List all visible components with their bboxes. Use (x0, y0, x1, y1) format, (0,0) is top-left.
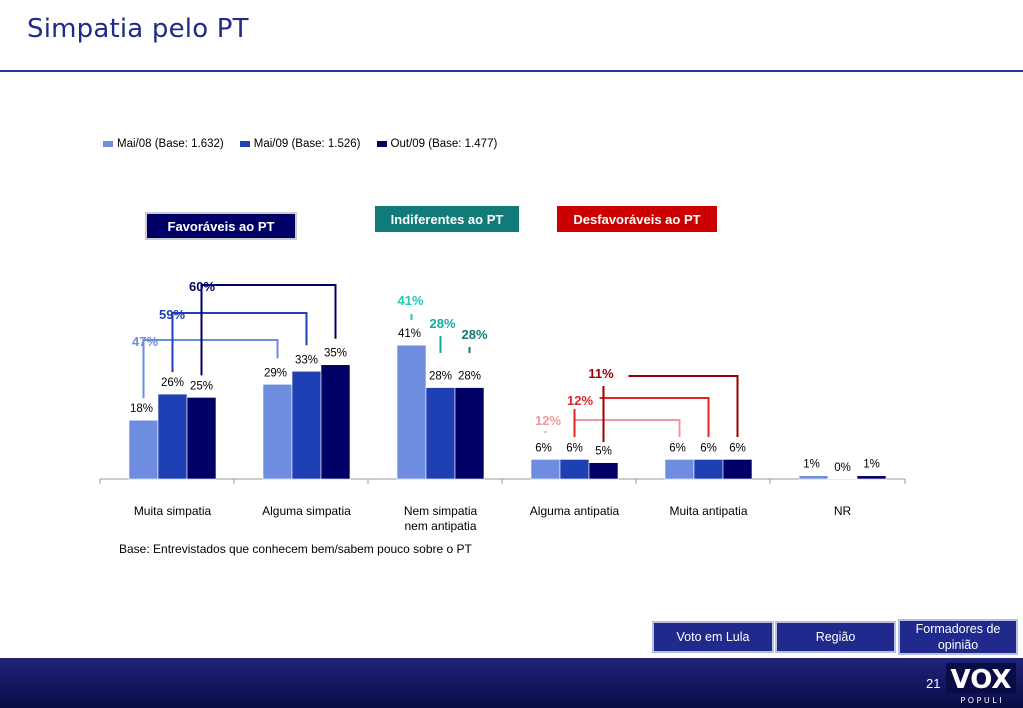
x-tick-label: Alguma antipatia (530, 504, 620, 518)
group-label-desfavoraveis: Desfavoráveis ao PT (557, 206, 717, 232)
bar-value-label: 6% (700, 442, 717, 454)
desfavoraveis-bracket (599, 397, 710, 437)
x-tick-label: Muita simpatia (134, 504, 212, 518)
bar-value-label: 0% (834, 462, 851, 474)
bar-value-label: 6% (535, 442, 552, 454)
legend-swatch (376, 141, 387, 147)
logo-mark: VOX (951, 665, 1012, 695)
bar-value-label: 28% (458, 371, 481, 383)
bar-value-label: 25% (190, 380, 213, 392)
vox-populi-logo: VOX P O P U L I (946, 663, 1016, 705)
x-tick-label: Alguma simpatia (262, 504, 351, 518)
x-tick-label: Nem simpatia (404, 504, 478, 518)
legend-swatch (239, 141, 250, 147)
favoraveis-total-label: 59% (159, 307, 185, 322)
legend-item: Out/09 (Base: 1.477) (376, 138, 498, 150)
bar-value-label: 1% (863, 459, 880, 471)
bar-value-label: 41% (398, 328, 421, 340)
bar (262, 384, 293, 480)
desfavoraveis-bracket (575, 419, 681, 437)
bar (827, 478, 858, 480)
favoraveis-bracket (200, 284, 337, 376)
legend-label: Out/09 (Base: 1.477) (390, 138, 498, 150)
favoraveis-bracket (142, 339, 279, 399)
bar-value-label: 26% (161, 377, 184, 389)
bar-value-label: 1% (803, 459, 820, 471)
bar (454, 387, 485, 480)
chart-legend: Mai/08 (Base: 1.632) Mai/09 (Base: 1.526… (103, 138, 497, 150)
bar (664, 459, 695, 480)
bar (425, 387, 456, 480)
bar (291, 370, 322, 480)
nav-voto-em-lula-button[interactable]: Voto em Lula (652, 621, 774, 653)
bar-value-label: 5% (595, 446, 612, 458)
legend-item: Mai/09 (Base: 1.526) (239, 138, 361, 150)
x-tick-label: NR (834, 504, 852, 518)
group-label-favoraveis: Favoráveis ao PT (145, 212, 297, 240)
bar-value-label: 35% (324, 348, 347, 360)
bar (186, 397, 217, 480)
favoraveis-total-label: 47% (132, 334, 158, 349)
nav-regiao-button[interactable]: Região (775, 621, 896, 653)
bar-value-label: 6% (669, 442, 686, 454)
favoraveis-total-label: 60% (189, 279, 215, 294)
bar (157, 393, 188, 480)
bar-value-label: 33% (295, 354, 318, 366)
group-label-indiferentes: Indiferentes ao PT (375, 206, 519, 232)
x-tick-label: nem antipatia (404, 519, 476, 533)
bar-value-label: 29% (264, 367, 287, 379)
title-divider (0, 70, 1023, 72)
bar-value-label: 6% (729, 442, 746, 454)
footer-band (0, 658, 1023, 708)
desfavoraveis-total-label: 12% (535, 413, 561, 428)
base-note: Base: Entrevistados que conhecem bem/sab… (119, 542, 472, 556)
legend-swatch (103, 141, 113, 147)
bar (320, 364, 351, 480)
bar-value-label: 18% (130, 403, 153, 415)
x-tick-label: Muita antipatia (669, 504, 747, 518)
indiferentes-total-label: 28% (461, 327, 487, 342)
desfavoraveis-bracket (628, 375, 739, 437)
page-number: 21 (926, 676, 941, 691)
legend-label: Mai/08 (Base: 1.632) (117, 138, 224, 150)
favoraveis-bracket (171, 312, 308, 373)
bar-value-label: 6% (566, 442, 583, 454)
logo-subtitle: P O P U L I (960, 696, 1001, 705)
legend-label: Mai/09 (Base: 1.526) (253, 138, 361, 150)
nav-formadores-button[interactable]: Formadores de opinião (898, 619, 1018, 655)
indiferentes-total-label: 41% (397, 293, 423, 308)
bar (722, 459, 753, 480)
desfavoraveis-total-label: 11% (588, 366, 614, 381)
bar (588, 462, 619, 480)
bar (396, 344, 427, 480)
bar (128, 419, 159, 480)
desfavoraveis-total-label: 12% (567, 393, 593, 408)
bar (798, 475, 829, 480)
bar (530, 459, 561, 480)
page-title: Simpatia pelo PT (27, 14, 249, 44)
bar (693, 459, 724, 480)
bar-value-label: 28% (429, 371, 452, 383)
bar (559, 459, 590, 480)
bar (856, 475, 887, 480)
indiferentes-total-label: 28% (429, 316, 455, 331)
legend-item: Mai/08 (Base: 1.632) (103, 138, 224, 150)
